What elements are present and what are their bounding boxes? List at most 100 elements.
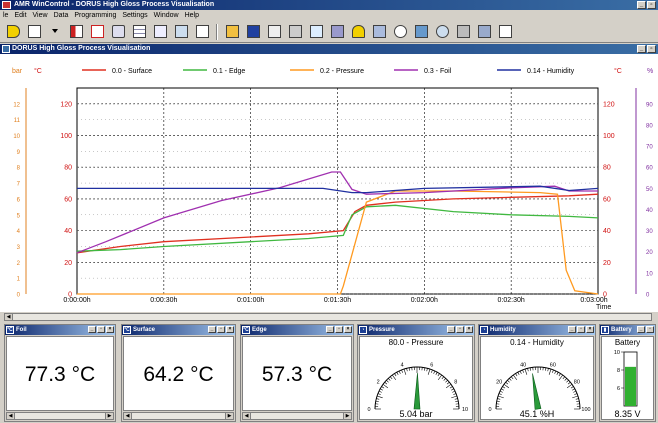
table-icon[interactable] xyxy=(130,23,148,41)
document-icon[interactable] xyxy=(193,23,211,41)
panel-maximize-button[interactable]: ▫ xyxy=(456,326,464,333)
battery-icon: ▮ xyxy=(601,326,609,334)
gauge-tick xyxy=(545,367,547,371)
arrow-icon[interactable] xyxy=(4,23,22,41)
app-icon xyxy=(2,1,11,9)
help-pointer-icon[interactable] xyxy=(496,23,514,41)
gauge-tick xyxy=(445,380,448,383)
gauge-tick xyxy=(558,374,563,381)
panel-maximize-button[interactable]: ▫ xyxy=(335,326,343,333)
panel-close-button[interactable]: × xyxy=(226,326,234,333)
panel-minimize-button[interactable]: _ xyxy=(88,326,96,333)
image-icon[interactable] xyxy=(151,23,169,41)
gauge-tick xyxy=(384,381,388,385)
open-folder-icon[interactable] xyxy=(223,23,241,41)
minimize-button[interactable]: _ xyxy=(637,1,646,9)
gauge-tick xyxy=(513,374,518,381)
picture-icon[interactable] xyxy=(172,23,190,41)
gauge-tick xyxy=(505,381,509,385)
scroll-left-icon[interactable]: ◀ xyxy=(124,413,132,419)
panel-maximize-button[interactable]: ▫ xyxy=(646,326,654,333)
scroll-right-icon[interactable]: ▶ xyxy=(225,413,233,419)
panel-minimize-button[interactable]: _ xyxy=(208,326,216,333)
bar-chart-icon[interactable] xyxy=(67,23,85,41)
y-tick-left-celsius: 20 xyxy=(64,260,72,267)
gauge-tick xyxy=(566,380,569,383)
computer-icon[interactable] xyxy=(370,23,388,41)
panel-scrollbar[interactable]: ◀ ▶ xyxy=(6,412,114,420)
new-chart-icon[interactable] xyxy=(25,23,43,41)
gauge-tick xyxy=(394,373,397,377)
gauge-icon[interactable] xyxy=(109,23,127,41)
tag-icon[interactable] xyxy=(475,23,493,41)
edit-icon[interactable] xyxy=(286,23,304,41)
panel-scrollbar[interactable]: ◀ ▶ xyxy=(242,412,352,420)
scroll-right-icon[interactable]: ▶ xyxy=(343,413,351,419)
gauge-tick xyxy=(575,398,579,400)
y-tick-right-percent: 40 xyxy=(646,208,653,214)
chart-minimize-button[interactable]: _ xyxy=(637,45,646,53)
menu-help[interactable]: Help xyxy=(184,12,199,19)
chart-window-title: DORUS High Gloss Process Visualisation xyxy=(12,45,151,52)
scroll-left-icon[interactable]: ◀ xyxy=(7,413,15,419)
panel-pressure-titlebar: ◔ Pressure _ ▫ × xyxy=(358,325,474,335)
search-icon[interactable] xyxy=(433,23,451,41)
menu-settings[interactable]: Settings xyxy=(122,12,148,19)
menu-view[interactable]: View xyxy=(32,12,48,19)
gauge-tick-label: 80 xyxy=(574,379,580,385)
save-icon[interactable] xyxy=(244,23,262,41)
gauge-tick xyxy=(441,376,445,380)
panel-pressure-body: 80.0 - Pressure 0 2 4 6 8 10 5.04 bar xyxy=(359,336,473,420)
gauge-tick xyxy=(408,367,410,371)
dropdown-icon[interactable] xyxy=(46,23,64,41)
scroll-left-icon[interactable]: ◀ xyxy=(243,413,251,419)
y-tick-right-percent: 0 xyxy=(646,293,650,299)
y-tick-right-percent: 60 xyxy=(646,166,653,172)
scroll-right-icon[interactable]: ▶ xyxy=(105,413,113,419)
y-tick-right-percent: 80 xyxy=(646,123,653,129)
copy-icon[interactable] xyxy=(307,23,325,41)
chart-window-icon xyxy=(2,45,10,53)
print-icon[interactable] xyxy=(454,23,472,41)
menu-edit[interactable]: Edit xyxy=(14,12,27,19)
gauge-tick xyxy=(435,372,438,375)
menu-data[interactable]: Data xyxy=(53,12,69,19)
gauge-tick xyxy=(403,368,407,375)
alarm-bell-icon[interactable] xyxy=(349,23,367,41)
process-chart[interactable]: bar °C °C % 0.0 - Surface 0.1 - Edge 0.2 - Pre… xyxy=(0,54,658,312)
print-preview-icon[interactable] xyxy=(265,23,283,41)
menu-window[interactable]: Window xyxy=(153,12,179,19)
panel-maximize-button[interactable]: ▫ xyxy=(97,326,105,333)
y-tick-left-celsius: 0 xyxy=(68,292,72,299)
menu-programming[interactable]: Programming xyxy=(74,12,117,19)
chart-scrollbar[interactable]: ◀ xyxy=(4,313,652,321)
panel-close-button[interactable]: × xyxy=(465,326,473,333)
panel-minimize-button[interactable]: _ xyxy=(637,326,645,333)
panel-minimize-button[interactable]: _ xyxy=(326,326,334,333)
degree-celsius-icon[interactable] xyxy=(88,23,106,41)
series-line-humidity xyxy=(77,185,599,194)
x-tick-label: 0:03:00h xyxy=(580,297,607,304)
legend-label-humidity: 0.14 - Humidity xyxy=(527,68,575,75)
panel-close-button[interactable]: × xyxy=(586,326,594,333)
gauge-tick xyxy=(380,388,383,391)
chart-restore-button[interactable]: ▫ xyxy=(647,45,656,53)
panel-minimize-button[interactable]: _ xyxy=(568,326,576,333)
clock-icon[interactable] xyxy=(391,23,409,41)
gauge-tick-label: 4 xyxy=(401,362,404,368)
scroll-left-icon[interactable]: ◀ xyxy=(5,314,13,320)
gauge-tick xyxy=(529,367,531,371)
panel-maximize-button[interactable]: ▫ xyxy=(217,326,225,333)
calculator-icon[interactable] xyxy=(328,23,346,41)
panel-minimize-button[interactable]: _ xyxy=(447,326,455,333)
panel-close-button[interactable]: × xyxy=(106,326,114,333)
battery-tick-label: 8 xyxy=(617,368,620,374)
panel-close-button[interactable]: × xyxy=(344,326,352,333)
gauge-needle xyxy=(532,373,542,410)
panel-scrollbar[interactable]: ◀ ▶ xyxy=(123,412,234,420)
panel-maximize-button[interactable]: ▫ xyxy=(577,326,585,333)
menu-file[interactable]: le xyxy=(3,12,9,19)
toolbar xyxy=(0,21,658,43)
maximize-button[interactable]: ▫ xyxy=(647,1,656,9)
tools-icon[interactable] xyxy=(412,23,430,41)
